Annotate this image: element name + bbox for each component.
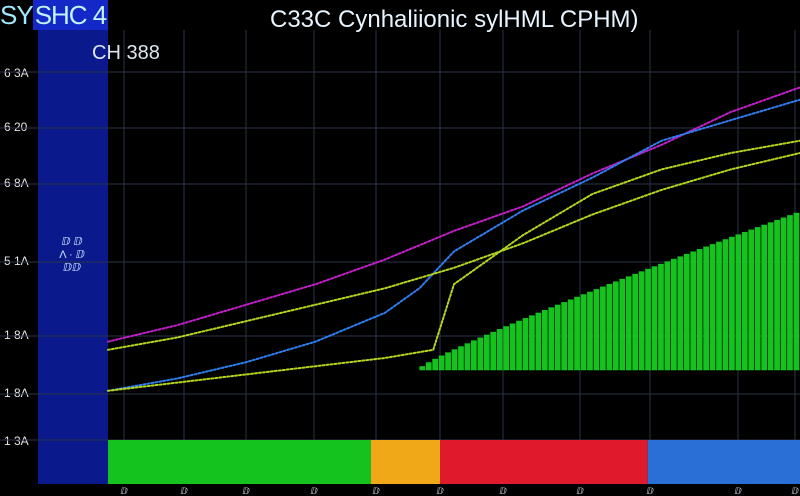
bar <box>658 263 664 371</box>
bar <box>787 215 793 371</box>
x-tick-label: ⅅ <box>180 486 188 496</box>
bar <box>554 304 561 371</box>
bottom-band-segment <box>647 440 800 484</box>
bar <box>600 286 606 371</box>
bar <box>477 337 484 371</box>
y-tick-label: 1 8A <box>4 386 29 400</box>
bar <box>780 217 787 371</box>
bar <box>548 307 555 371</box>
bar <box>567 299 574 371</box>
sidebar-glyph: ⅅ ⅅ Λ · ⅅ ⅅⅅ <box>59 236 85 274</box>
series-line-3 <box>107 139 800 392</box>
x-tick-label: ⅅ <box>242 486 250 496</box>
bottom-band-segment <box>108 440 371 484</box>
bar <box>638 271 645 371</box>
bar <box>625 276 632 371</box>
bar <box>748 229 755 371</box>
x-tick-label: ⅅ <box>791 486 799 496</box>
bar <box>593 289 600 371</box>
bottom-band-segment <box>440 440 648 484</box>
bar <box>619 278 626 371</box>
y-tick-label: 1 3A <box>4 434 29 448</box>
x-tick-label: ⅅ <box>372 486 380 496</box>
bar <box>741 231 748 371</box>
bar <box>445 352 451 371</box>
bar <box>587 291 593 371</box>
bar <box>651 266 658 371</box>
x-tick-label: ⅅ <box>576 486 584 496</box>
bar <box>696 249 703 371</box>
series-line-4 <box>107 152 800 351</box>
y-tick-label: 6 8A <box>4 176 29 190</box>
bar <box>432 358 439 371</box>
x-tick-label: ⅅ <box>436 486 444 496</box>
bar <box>767 222 774 371</box>
bar <box>438 355 445 371</box>
bar <box>496 329 503 371</box>
x-tick-label: ⅅ <box>646 486 654 496</box>
bar <box>516 320 522 371</box>
bar <box>606 283 613 371</box>
x-tick-label: ⅅ <box>734 486 742 496</box>
y-tick-label: 5 1A <box>4 254 29 268</box>
bar <box>535 312 542 371</box>
corner-label-left: SY <box>0 0 34 30</box>
bar <box>761 224 768 371</box>
bar <box>580 294 587 371</box>
series-line-2 <box>107 98 800 392</box>
bar <box>509 323 516 371</box>
bar <box>690 251 697 371</box>
y-tick-label: 6 3A <box>4 66 29 80</box>
bar <box>677 256 684 371</box>
bar <box>703 246 709 371</box>
bar <box>645 268 651 371</box>
bar <box>729 236 735 371</box>
x-tick-label: ⅅ <box>310 486 318 496</box>
bar <box>793 212 800 371</box>
bar <box>458 346 464 371</box>
bar <box>483 334 490 371</box>
y-tick-label: 6 20 <box>4 120 28 134</box>
x-tick-label: ⅅ <box>499 486 507 496</box>
bar <box>471 340 477 371</box>
bar <box>683 253 690 371</box>
bar <box>490 331 497 371</box>
bar <box>451 349 458 371</box>
bar <box>664 261 671 371</box>
bar <box>503 326 510 371</box>
bottom-band-segment <box>370 440 441 484</box>
bar <box>632 273 639 371</box>
bar <box>612 281 619 371</box>
bar <box>716 241 722 371</box>
bar <box>670 258 677 371</box>
bar <box>419 366 426 371</box>
bar <box>735 234 742 371</box>
bar <box>529 315 535 371</box>
bar <box>425 362 432 371</box>
bar <box>561 302 568 371</box>
bar <box>709 244 716 371</box>
bar <box>574 296 580 371</box>
corner-label-highlight: SHC 4 <box>32 0 109 30</box>
chart-title: C33C Cynhaliionic sylHML CPHM) <box>270 6 639 33</box>
corner-label: SYSHC 4 <box>0 0 109 30</box>
sidebar-panel <box>38 30 108 484</box>
bar <box>754 227 761 371</box>
bar <box>464 343 471 371</box>
chart-subtitle: CH 388 <box>92 42 160 64</box>
bar <box>774 219 780 371</box>
x-tick-label: ⅅ <box>120 486 128 496</box>
bar <box>722 239 729 371</box>
series-line-1 <box>107 86 800 343</box>
bar <box>522 318 529 371</box>
bar <box>541 310 548 371</box>
y-tick-label: 1 8A <box>4 328 29 342</box>
